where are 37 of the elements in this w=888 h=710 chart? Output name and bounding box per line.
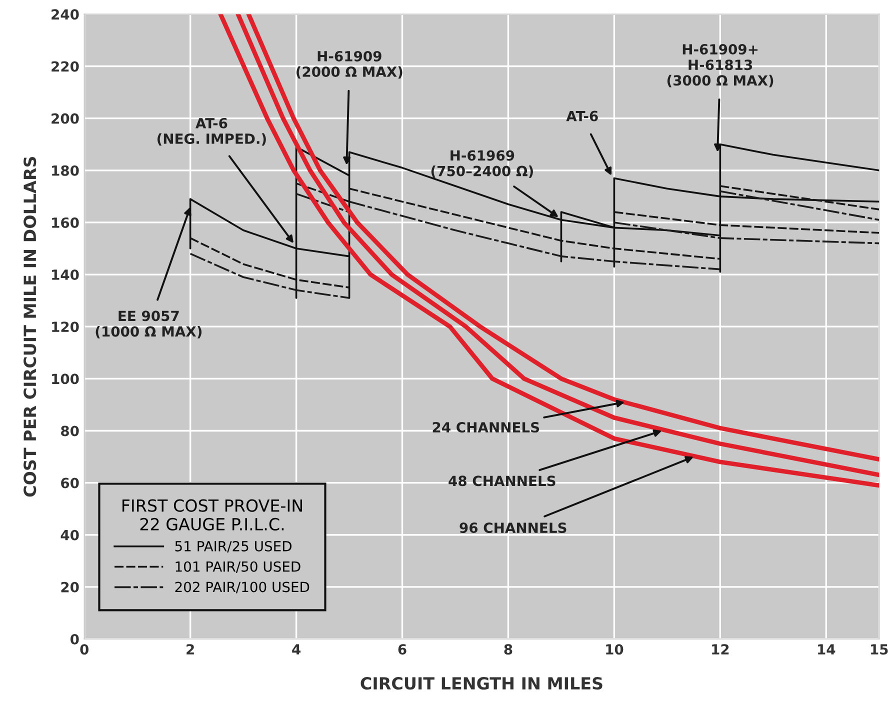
y-tick-label: 40 — [60, 530, 79, 540]
x-tick-label: 8 — [504, 644, 512, 655]
y-tick-label: 160 — [52, 217, 79, 228]
annotation: H-61909 (2000 Ω MAX) — [296, 50, 402, 79]
annotation: 48 CHANNELS — [448, 476, 556, 486]
x-tick-label: 6 — [398, 644, 406, 655]
y-tick-label: 240 — [52, 9, 79, 20]
y-tick-label: 60 — [61, 478, 79, 488]
annotation: AT-6 (NEG. IMPED.) — [158, 118, 266, 146]
legend-label: 202 PAIR/100 USED — [175, 582, 310, 594]
y-tick-label: 120 — [52, 322, 79, 332]
y-axis-title: COST PER CIRCUIT MILE IN DOLLARS — [24, 156, 36, 497]
annotation: H-61969 (750–2400 Ω) — [431, 150, 533, 178]
y-tick-label: 220 — [52, 61, 79, 72]
y-tick-label: 0 — [70, 634, 79, 644]
annotation: EE 9057 (1000 Ω MAX) — [96, 310, 202, 338]
legend-label: 51 PAIR/25 USED — [175, 540, 292, 553]
y-tick-label: 100 — [52, 374, 79, 384]
x-tick-label: 0 — [80, 644, 89, 655]
y-tick-label: 80 — [61, 426, 79, 436]
x-tick-label: 15 — [871, 644, 888, 655]
legend-title: FIRST COST PROVE-IN 22 GAUGE P.I.L.C. — [122, 499, 302, 531]
y-tick-label: 180 — [52, 165, 79, 176]
y-tick-label: 140 — [52, 270, 79, 280]
annotation: 96 CHANNELS — [460, 522, 566, 534]
x-tick-label: 4 — [292, 644, 300, 654]
x-tick-label: 2 — [186, 644, 194, 654]
x-tick-label: 12 — [712, 644, 729, 654]
y-tick-label: 20 — [61, 582, 79, 592]
x-axis-title: CIRCUIT LENGTH IN MILES — [360, 677, 602, 690]
x-tick-label: 14 — [818, 644, 836, 654]
annotation: 24 CHANNELS — [432, 422, 540, 433]
x-tick-label: 10 — [606, 644, 624, 655]
annotation: H-61909+ H-61813 (3000 Ω MAX) — [667, 44, 774, 88]
y-tick-label: 200 — [52, 113, 79, 124]
legend-label: 101 PAIR/50 USED — [176, 561, 300, 573]
annotation: AT-6 — [566, 110, 598, 122]
